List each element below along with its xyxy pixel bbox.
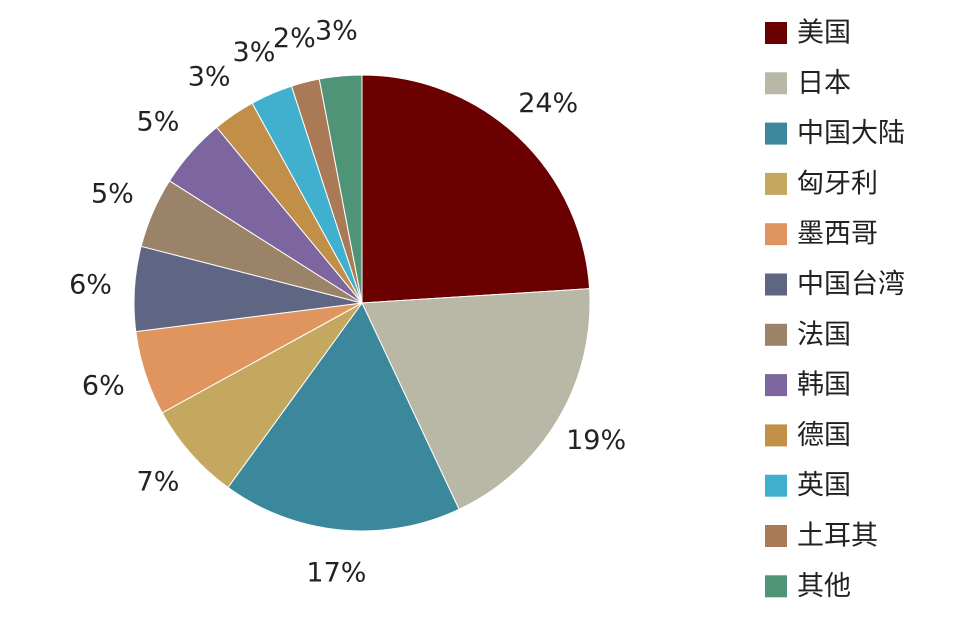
data-label: 5%: [137, 107, 180, 138]
legend-swatch: [765, 323, 787, 346]
data-label: 24%: [518, 88, 578, 119]
legend-swatch: [765, 122, 787, 145]
legend-swatch: [765, 525, 787, 547]
data-label: 6%: [69, 269, 112, 300]
legend-swatch: [765, 223, 787, 246]
pie-slice: [318, 74, 363, 304]
data-label: 3%: [188, 62, 231, 93]
legend-label: 法国: [797, 319, 851, 350]
legend-swatch: [765, 474, 787, 497]
legend-swatch: [765, 22, 787, 44]
data-label: 19%: [566, 425, 626, 456]
legend-swatch: [765, 72, 787, 95]
legend-label: 德国: [797, 420, 851, 451]
legend-label: 其他: [797, 571, 851, 602]
data-label: 17%: [306, 557, 366, 588]
legend-swatch: [765, 374, 787, 397]
legend-label: 美国: [797, 18, 851, 49]
pie-slice: [361, 74, 591, 304]
legend-swatch: [765, 575, 787, 598]
data-label: 2%: [273, 23, 316, 54]
data-label: 3%: [233, 37, 276, 68]
legend-label: 中国大陆: [797, 118, 905, 149]
legend-swatch: [765, 273, 787, 296]
legend-label: 土耳其: [797, 521, 878, 552]
legend-label: 日本: [797, 68, 851, 99]
data-label: 3%: [315, 16, 358, 47]
data-label: 5%: [91, 178, 134, 209]
legend-label: 匈牙利: [797, 168, 878, 199]
legend-swatch: [765, 424, 787, 447]
legend-swatch: [765, 172, 787, 195]
legend-label: 墨西哥: [797, 219, 878, 250]
data-label: 6%: [82, 371, 125, 402]
pie-slice: [361, 288, 591, 510]
legend-label: 中国台湾: [797, 269, 905, 300]
data-label: 7%: [137, 466, 180, 497]
legend-label: 英国: [797, 470, 851, 501]
legend-label: 韩国: [797, 370, 851, 401]
pie-slice: [227, 302, 460, 532]
